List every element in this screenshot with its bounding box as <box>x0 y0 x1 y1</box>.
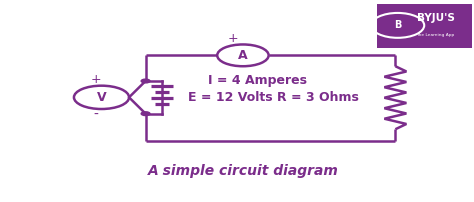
Text: The Learning App: The Learning App <box>417 33 455 37</box>
Text: B: B <box>394 20 401 30</box>
Text: +: + <box>228 32 238 45</box>
Text: A: A <box>238 49 248 62</box>
Text: R = 3 Ohms: R = 3 Ohms <box>277 91 359 104</box>
Text: E = 12 Volts: E = 12 Volts <box>188 91 273 104</box>
Text: V: V <box>97 91 106 104</box>
FancyBboxPatch shape <box>369 0 474 52</box>
Text: I = 4 Amperes: I = 4 Amperes <box>208 74 307 87</box>
Text: +: + <box>91 73 101 86</box>
Text: -: - <box>93 108 99 122</box>
Text: A simple circuit diagram: A simple circuit diagram <box>147 164 338 178</box>
Circle shape <box>141 79 150 83</box>
Text: BYJU'S: BYJU'S <box>417 13 455 23</box>
Circle shape <box>141 112 150 116</box>
